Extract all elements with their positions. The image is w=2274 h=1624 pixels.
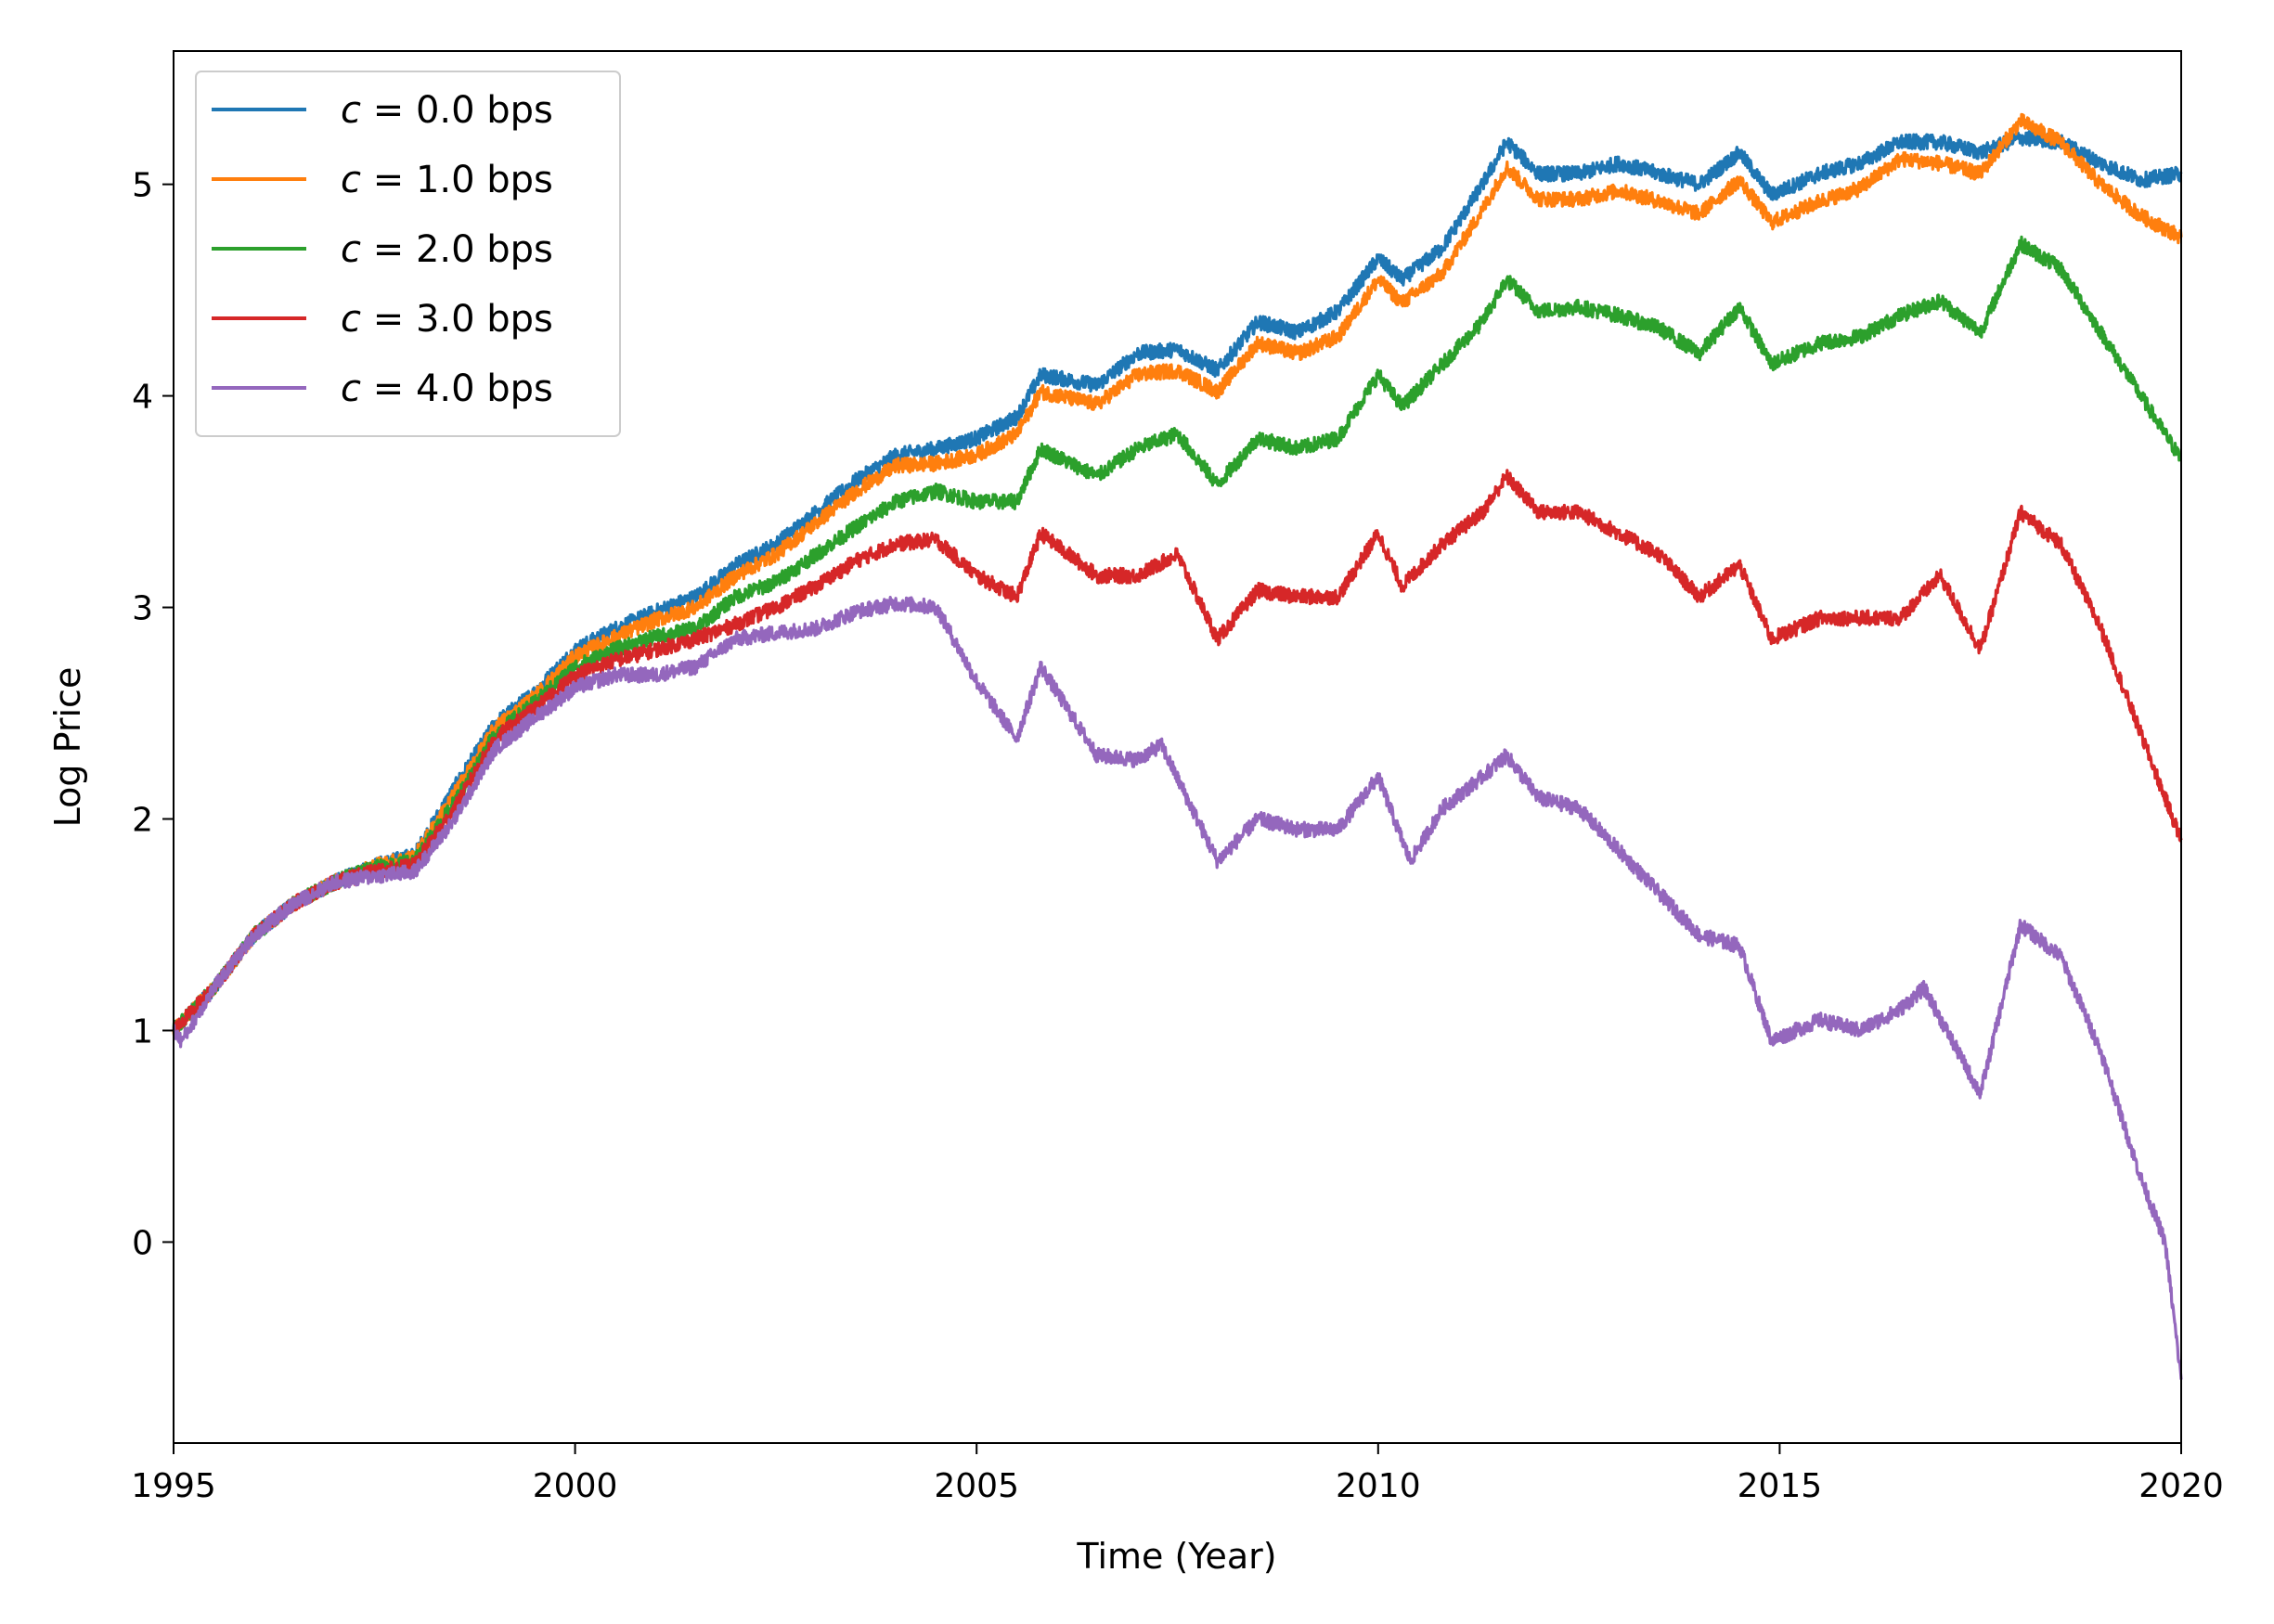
legend-label-1: c = 1.0 bps [341,159,553,201]
series-layer [172,112,2183,1380]
x-tick-label: 2005 [934,1467,1019,1505]
legend-label-4: c = 4.0 bps [341,367,553,410]
x-tick-label: 2000 [533,1467,618,1505]
legend-label-2: c = 2.0 bps [341,228,553,271]
x-tick-label: 2020 [2138,1467,2224,1505]
x-axis: 1995 2000 2005 2010 2015 2020 [131,1443,2224,1505]
legend: c = 0.0 bps c = 1.0 bps c = 2.0 bps c = 3.0… [195,71,621,437]
y-tick-label: 0 [132,1224,153,1262]
y-tick-label: 4 [132,379,153,417]
y-tick-label: 3 [132,590,153,628]
y-tick-label: 1 [132,1012,153,1050]
y-tick-label: 5 [132,167,153,205]
y-axis-label: Log Price [47,667,88,828]
series-line-4 [172,596,2183,1380]
series-line-3 [172,469,2183,1037]
legend-label-3: c = 3.0 bps [341,298,553,341]
x-axis-label: Time (Year) [1076,1536,1276,1577]
x-tick-label: 1995 [131,1467,216,1505]
y-tick-label: 2 [132,802,153,840]
x-tick-label: 2015 [1738,1467,1823,1505]
x-tick-label: 2010 [1336,1467,1421,1505]
legend-box [195,71,621,437]
plot-frame [173,50,2182,1444]
y-axis: 0 1 2 3 4 5 [132,167,174,1262]
legend-label-0: c = 0.0 bps [341,89,553,132]
